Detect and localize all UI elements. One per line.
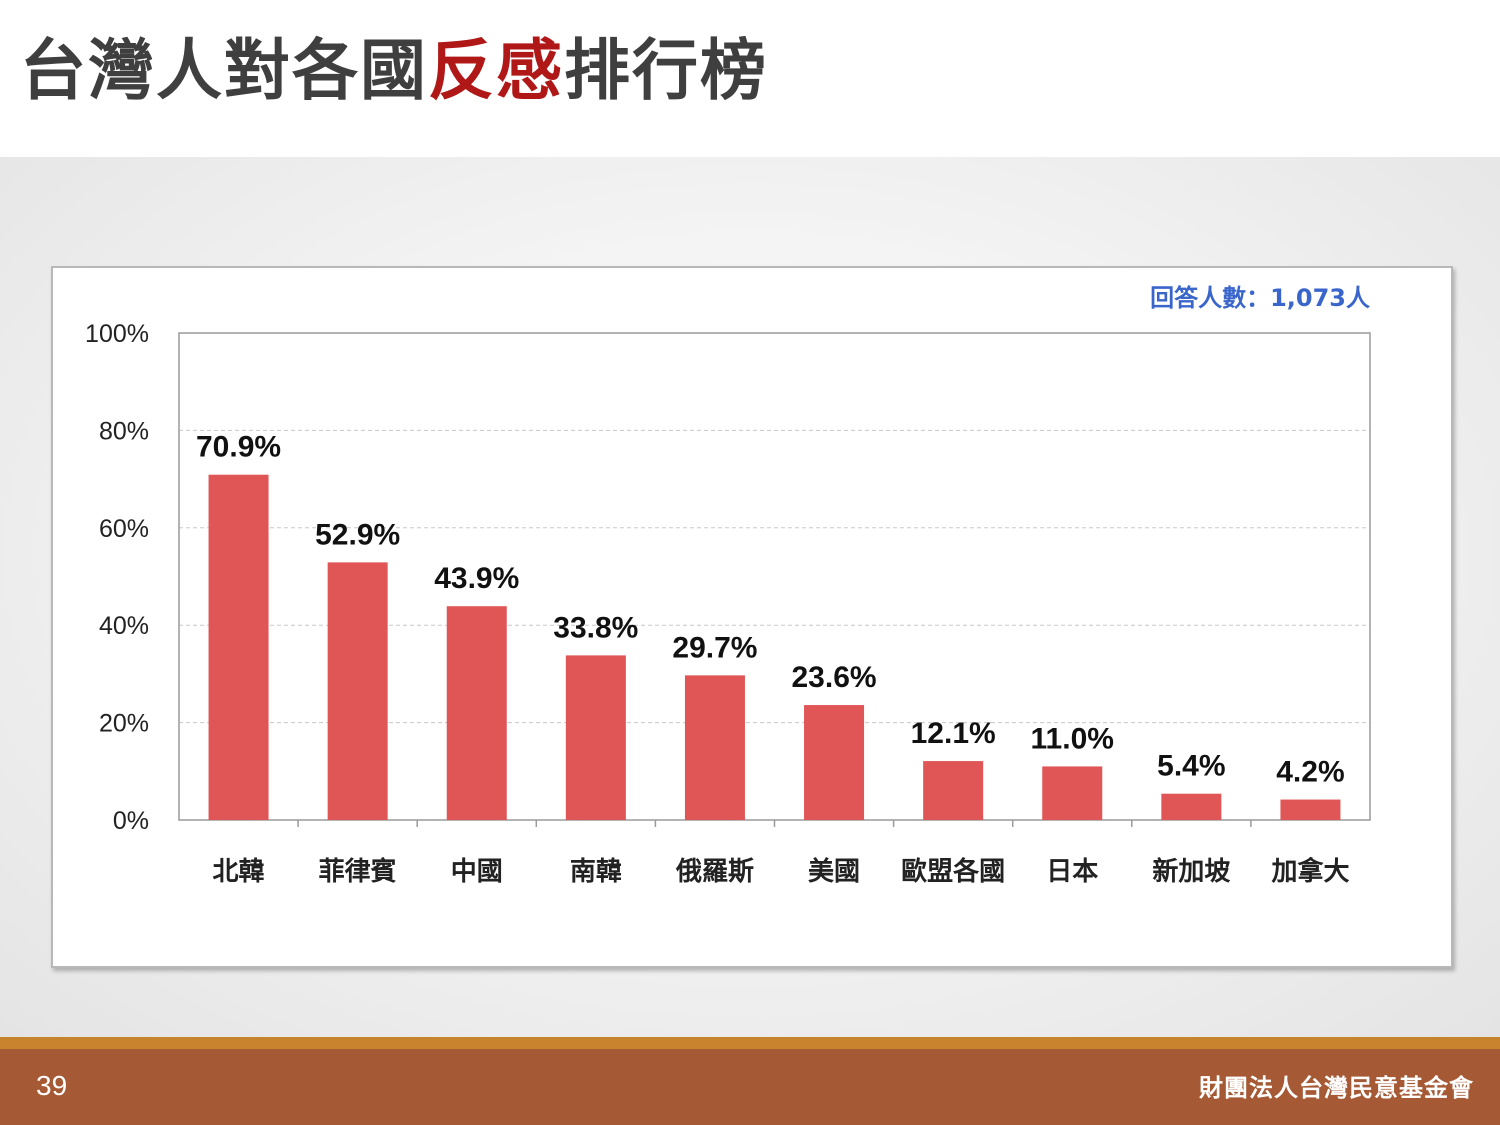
x-tick-label: 日本 <box>1046 857 1098 887</box>
bar-chart: 0% 20% 40% 60% 80% 100% 70.9% 北韓 52.9% 菲律賓 43.9% 中國… <box>85 284 1371 887</box>
bar <box>1161 793 1222 820</box>
data-label: 29.7% <box>672 631 757 664</box>
y-tick-label: 20% <box>99 710 149 738</box>
x-tick-label: 俄羅斯 <box>675 857 754 887</box>
data-label: 11.0% <box>1031 722 1114 755</box>
slide-title: 台灣人對各國反感排行榜 <box>20 38 768 104</box>
title-bar: 台灣人對各國反感排行榜 <box>0 0 1500 157</box>
data-label: 43.9% <box>434 562 519 595</box>
bar <box>804 705 865 820</box>
bar <box>327 562 388 820</box>
title-part2: 排行榜 <box>564 32 768 109</box>
x-tick-label: 新加坡 <box>1152 856 1230 887</box>
data-label: 4.2% <box>1276 756 1344 789</box>
bar <box>446 606 507 820</box>
footer-bar <box>0 1049 1500 1125</box>
y-tick-label: 0% <box>113 807 149 835</box>
data-label: 70.9% <box>196 431 281 464</box>
organization-name: 財團法人台灣民意基金會 <box>1199 1074 1474 1102</box>
x-tick-label: 中國 <box>451 857 503 887</box>
y-tick-label: 40% <box>99 612 149 640</box>
x-tick-label: 北韓 <box>213 857 265 887</box>
bar <box>684 675 745 820</box>
page-number: 39 <box>36 1070 68 1101</box>
x-tick-label: 美國 <box>808 856 860 887</box>
bar <box>208 474 269 820</box>
footer-accent-strip <box>0 1037 1500 1049</box>
x-tick-label: 南韓 <box>570 857 622 887</box>
y-tick-label: 100% <box>85 320 149 348</box>
respondent-count-note: 回答人數：1,073人 <box>1150 284 1370 312</box>
data-label: 33.8% <box>553 611 638 644</box>
x-tick-label: 菲律賓 <box>319 856 397 887</box>
bar <box>565 655 626 820</box>
chart-panel: 0% 20% 40% 60% 80% 100% 70.9% 北韓 52.9% 菲律賓 43.9% 中國… <box>51 266 1453 968</box>
x-tick-label: 加拿大 <box>1271 856 1349 887</box>
bar <box>1280 799 1341 820</box>
data-label: 23.6% <box>792 661 877 694</box>
title-highlight: 反感 <box>428 32 564 109</box>
data-label: 5.4% <box>1157 750 1225 783</box>
x-tick-label: 歐盟各國 <box>901 856 1005 887</box>
bar <box>923 761 984 820</box>
y-tick-label: 80% <box>99 417 149 445</box>
bar <box>1042 766 1103 820</box>
y-tick-label: 60% <box>99 515 149 543</box>
data-label: 52.9% <box>315 518 400 551</box>
title-part1: 台灣人對各國 <box>20 32 428 109</box>
data-label: 12.1% <box>911 717 996 750</box>
